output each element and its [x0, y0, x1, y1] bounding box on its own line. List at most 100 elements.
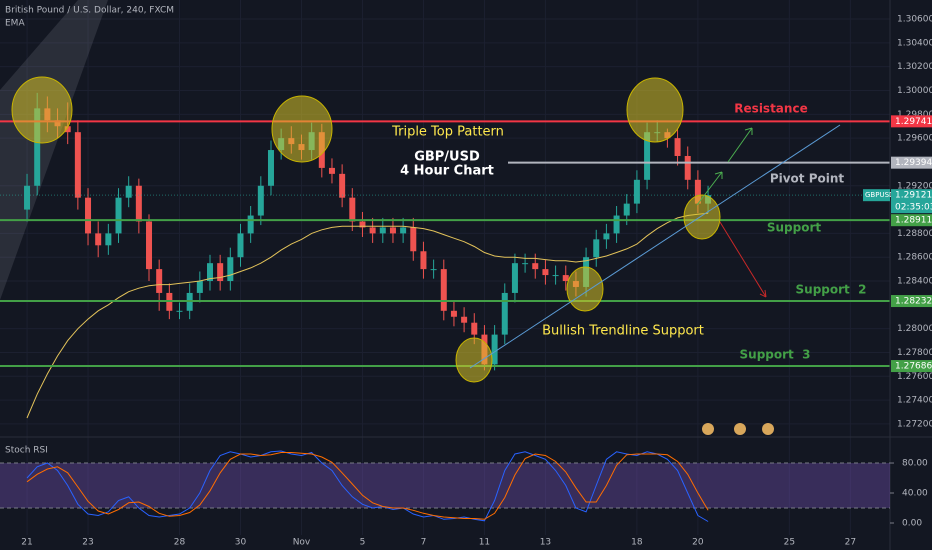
candle-body	[257, 185, 264, 216]
candle-body	[135, 185, 142, 222]
candle-body	[420, 251, 427, 270]
candle-body	[105, 233, 112, 246]
countdown: 02:35:03	[895, 203, 932, 213]
highlight-circle	[271, 95, 333, 163]
y-tick-label: 1.29800	[897, 110, 932, 120]
level-price: 1.29394	[895, 158, 932, 168]
candle-body	[217, 263, 224, 282]
candle-body	[339, 173, 346, 198]
level-tag	[891, 295, 932, 308]
annotation: 4 Hour Chart	[400, 164, 494, 179]
candle-body	[613, 215, 620, 234]
candle-body	[532, 263, 539, 270]
candle-body	[379, 227, 386, 234]
x-tick-label: 18	[631, 538, 643, 548]
candle-body	[64, 126, 71, 133]
candle-body	[206, 263, 213, 282]
highlights	[11, 76, 721, 383]
candle-body	[34, 108, 41, 186]
candle-body	[633, 179, 640, 204]
x-tick-label: 23	[82, 538, 93, 548]
candle-body	[562, 275, 569, 282]
stoch-d-line	[26, 452, 709, 520]
candle-body	[674, 138, 681, 156]
level-name: Support 3	[740, 348, 811, 362]
y-tick-label: 1.27400	[897, 396, 932, 406]
candle-body	[146, 221, 153, 270]
candle-body	[95, 233, 102, 246]
event-icon	[734, 423, 746, 435]
symbol-label: GBPUSD	[865, 191, 894, 199]
level-price: 1.28911	[895, 216, 932, 226]
x-tick-label: 27	[845, 538, 856, 548]
candle-body	[125, 185, 132, 198]
candle-body	[227, 257, 234, 282]
candle-body	[176, 310, 183, 312]
highlight-circle	[683, 194, 721, 240]
y-tick-label: 1.28800	[897, 229, 932, 239]
y-tick-label: 1.29200	[897, 181, 932, 191]
arrows	[696, 127, 767, 298]
y-tick-label: 1.30600	[897, 15, 932, 25]
symbol-tag	[863, 189, 890, 202]
level-price: 1.29741	[895, 117, 932, 127]
candle-body	[522, 263, 529, 265]
chart-title: British Pound / U.S. Dollar, 240, FXCM	[5, 6, 174, 16]
candle-body	[684, 155, 691, 180]
rsi-pane	[0, 450, 894, 524]
x-tick-label: Nov	[293, 538, 311, 548]
arrow-down	[719, 221, 767, 298]
current-price: 1.29121	[895, 191, 932, 201]
candle-body	[430, 269, 437, 271]
highlight-circle	[626, 77, 684, 143]
candle-body	[623, 203, 630, 216]
x-tick-label: 11	[479, 538, 490, 548]
event-icon	[762, 423, 774, 435]
arrow-up	[696, 171, 723, 206]
candle-body	[450, 310, 457, 317]
y-tick-label: 1.27800	[897, 348, 932, 358]
y-tick-label: 1.28000	[897, 324, 932, 334]
x-tick-label: 21	[21, 538, 32, 548]
y-tick-label: 1.30200	[897, 62, 932, 72]
level-name: Pivot Point	[770, 172, 845, 186]
x-tick-label: 5	[360, 538, 366, 548]
level-tag	[891, 156, 932, 169]
rsi-tick-label: 0.00	[902, 519, 922, 529]
level-price: 1.28232	[895, 297, 932, 307]
candle-body	[196, 281, 203, 293]
candle-body	[440, 269, 447, 311]
candle-body	[115, 197, 122, 234]
candle-body	[247, 215, 254, 234]
stoch-k-line	[26, 450, 709, 522]
indicator-label: EMA	[5, 19, 25, 29]
rsi-band	[0, 463, 890, 509]
level-name: Support	[767, 221, 822, 235]
candle-body	[24, 185, 31, 210]
price-pane	[0, 92, 890, 419]
candle-body	[237, 233, 244, 258]
candle-body	[85, 197, 92, 234]
price-tag	[891, 189, 932, 214]
level-tag	[891, 360, 932, 373]
candle-body	[74, 132, 81, 198]
y-tick-label: 1.29600	[897, 134, 932, 144]
candle-body	[491, 334, 498, 365]
candle-body	[328, 167, 335, 174]
candle-body	[644, 132, 651, 180]
x-tick-label: 7	[421, 538, 427, 548]
icons	[702, 423, 774, 435]
candle-body	[389, 227, 396, 234]
y-tick-label: 1.27200	[897, 419, 932, 429]
candle-body	[267, 150, 274, 186]
event-icon	[702, 423, 714, 435]
x-tick-label: 30	[235, 538, 247, 548]
rsi-label: Stoch RSI	[5, 446, 48, 456]
y-tick-label: 1.30400	[897, 38, 932, 48]
candle-body	[461, 316, 468, 323]
level-price: 1.27686	[895, 362, 932, 372]
level-tag	[891, 115, 932, 128]
y-tick-label: 1.30000	[897, 86, 932, 96]
candle-body	[552, 275, 559, 277]
